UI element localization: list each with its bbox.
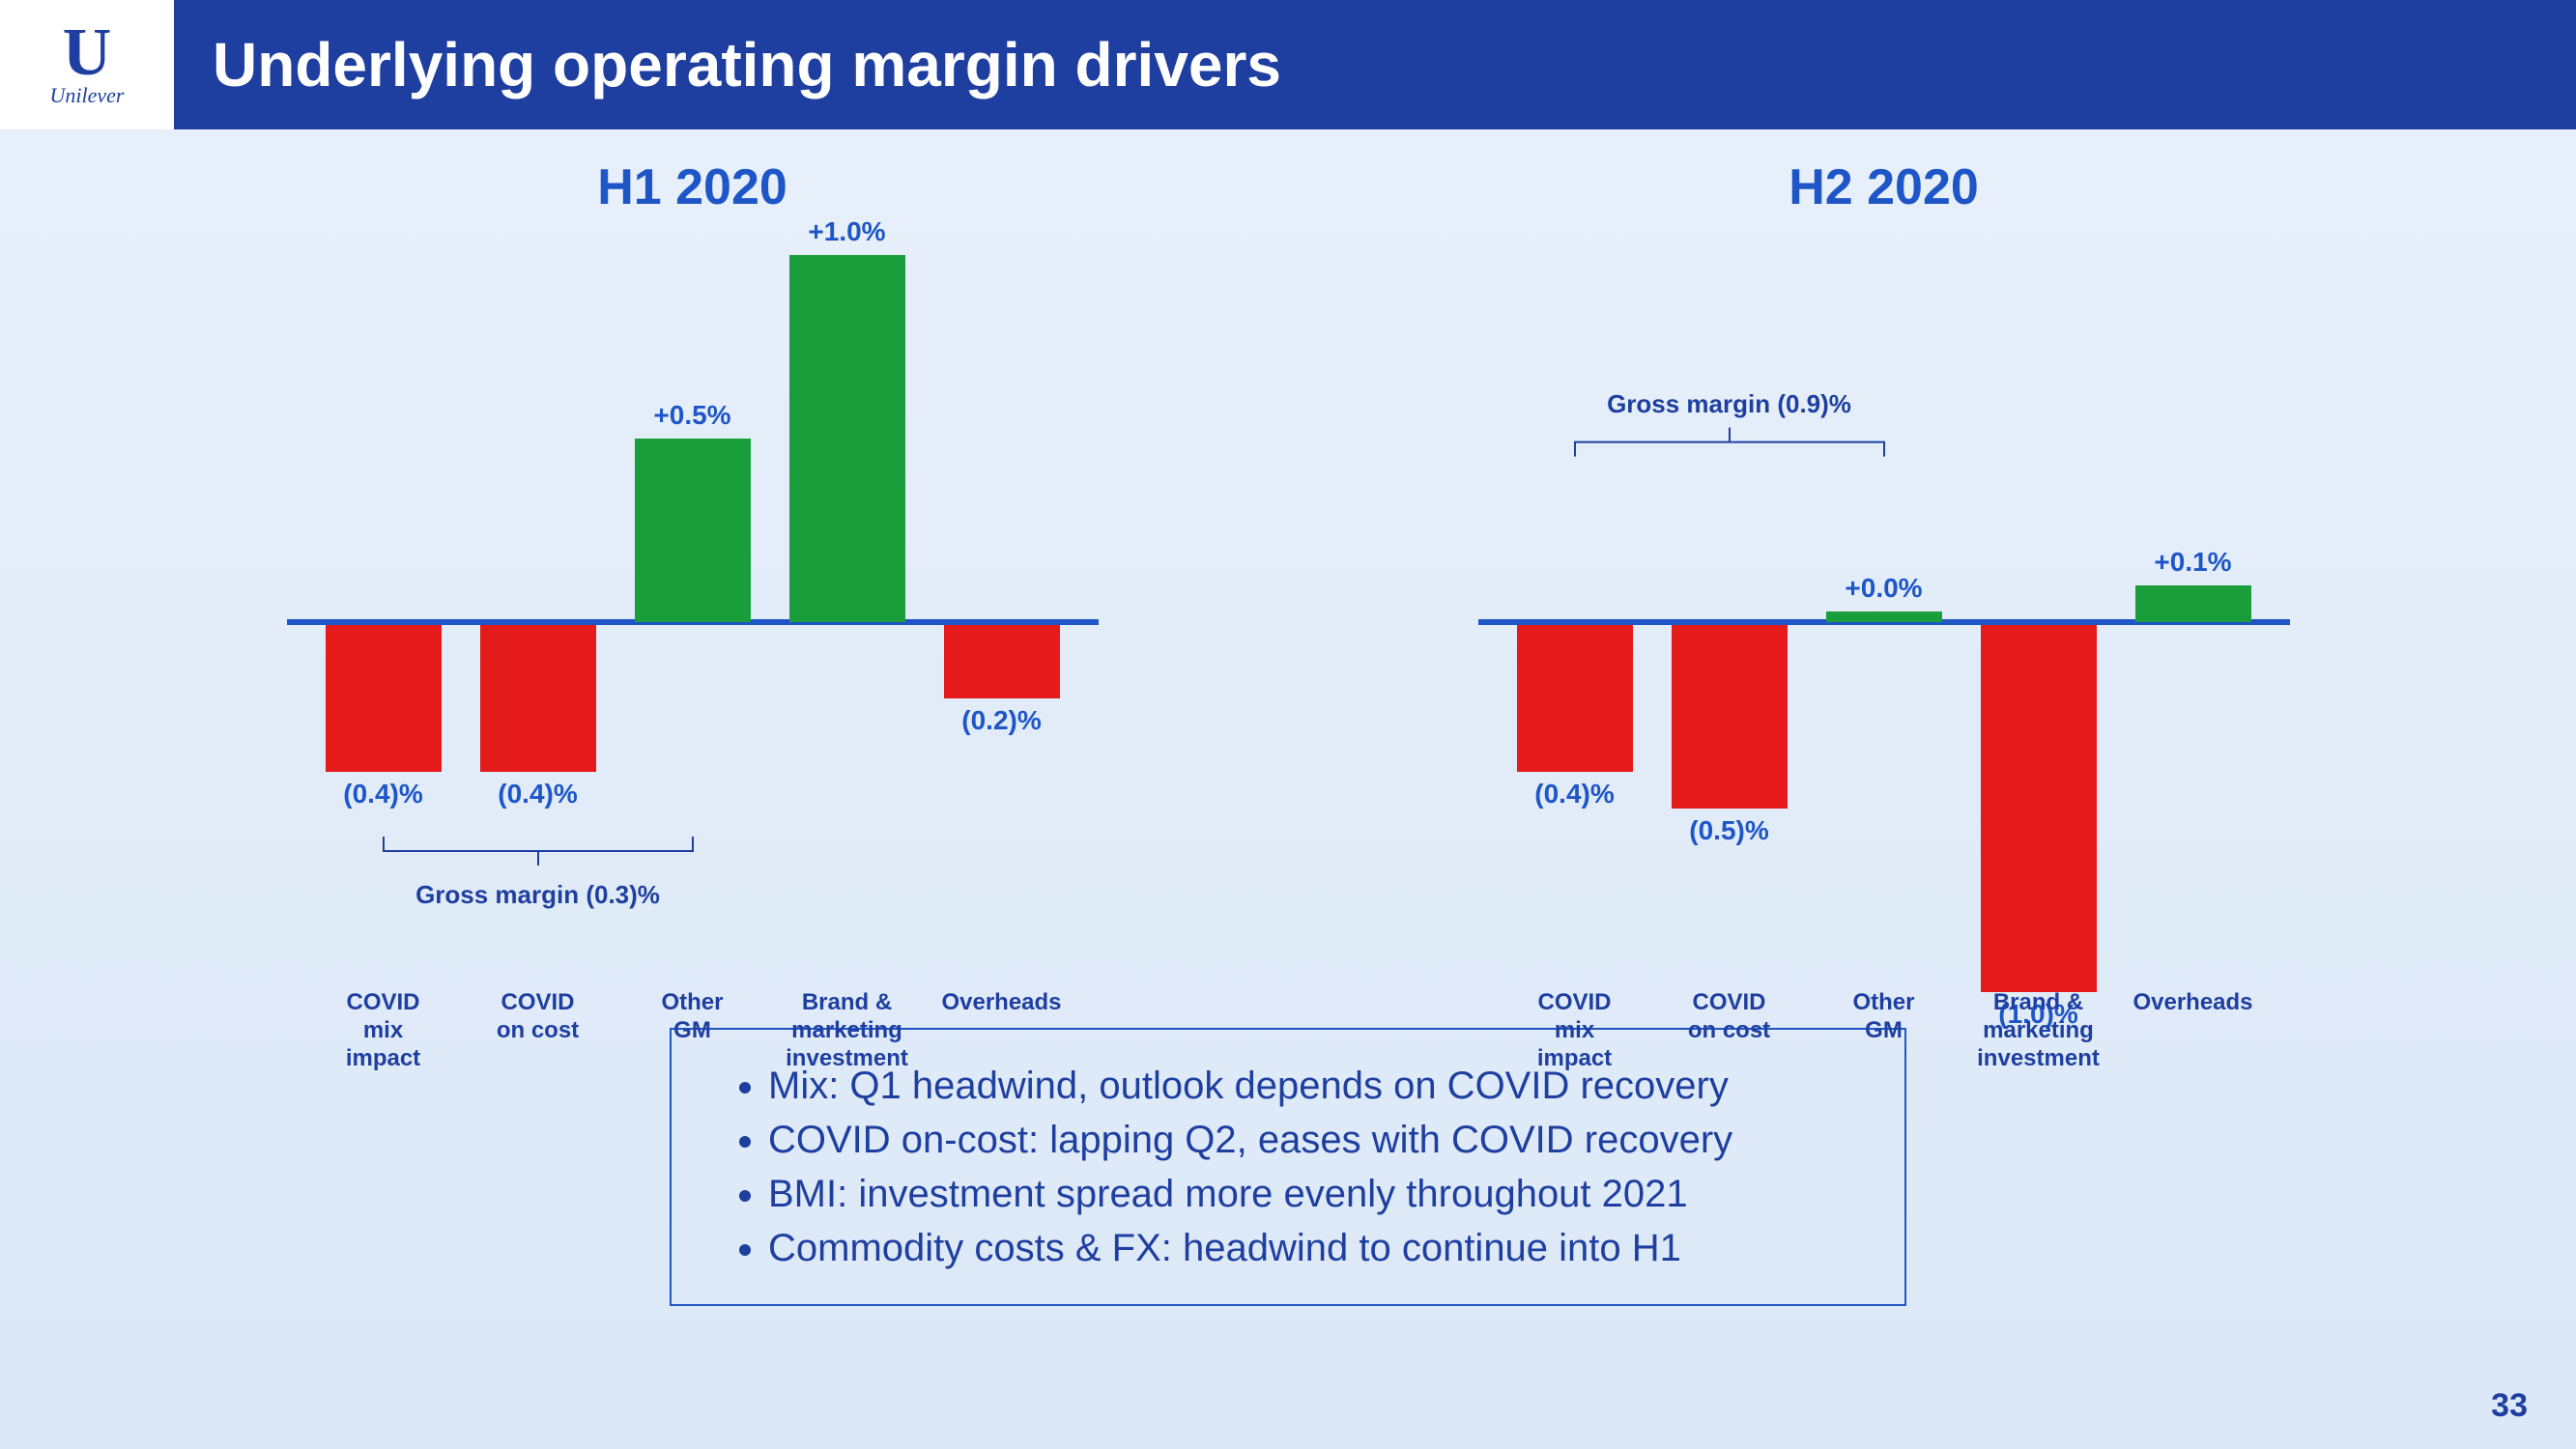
bar-category-label: COVIDmiximpact: [297, 989, 471, 1072]
bar-value-label: (0.2)%: [925, 705, 1079, 736]
bar-value-label: (0.4)%: [461, 779, 615, 810]
bullet-item: COVID on-cost: lapping Q2, eases with CO…: [768, 1113, 1856, 1167]
bar-value-label: (0.4)%: [306, 779, 461, 810]
bar-category-label: Brand &marketinginvestment: [1952, 989, 2126, 1072]
bar-category-label: OtherGM: [606, 989, 780, 1045]
bar-value-label: +0.5%: [615, 400, 770, 431]
bullet-item: BMI: investment spread more evenly throu…: [768, 1167, 1856, 1221]
bar-category-label: Overheads: [2106, 989, 2280, 1017]
chart-h2: Gross margin (0.9)%(0.4)%COVIDmiximpact(…: [1353, 236, 2416, 1009]
bar-value-label: (0.4)%: [1498, 779, 1652, 810]
chart-title-h1: H1 2020: [161, 158, 1224, 216]
chart-panel-h1: H1 2020 Gross margin (0.3)%(0.4)%COVIDmi…: [161, 158, 1224, 1009]
bar-value-label: +1.0%: [770, 216, 925, 247]
charts-area: H1 2020 Gross margin (0.3)%(0.4)%COVIDmi…: [0, 129, 2576, 1009]
bar: [1672, 625, 1788, 809]
logo-letter: U: [63, 22, 112, 83]
bar: [789, 255, 905, 622]
bar-value-label: +0.1%: [2116, 547, 2271, 578]
bar-category-label: Brand &marketinginvestment: [760, 989, 934, 1072]
bar: [1826, 611, 1942, 622]
bar-value-label: (0.5)%: [1652, 815, 1807, 846]
bar: [480, 625, 596, 772]
bullet-item: Commodity costs & FX: headwind to contin…: [768, 1221, 1856, 1275]
bar: [944, 625, 1060, 698]
bar-value-label: +0.0%: [1807, 573, 1961, 604]
gross-margin-label: Gross margin (0.3)%: [393, 880, 683, 910]
bar: [635, 439, 751, 622]
bar-category-label: Overheads: [915, 989, 1089, 1017]
chart-h1: Gross margin (0.3)%(0.4)%COVIDmiximpact(…: [161, 236, 1224, 1009]
bar: [1517, 625, 1633, 772]
bar: [326, 625, 442, 772]
brand-logo: U Unilever: [0, 0, 174, 129]
chart-panel-h2: H2 2020 Gross margin (0.9)%(0.4)%COVIDmi…: [1353, 158, 2416, 1009]
chart-title-h2: H2 2020: [1353, 158, 2416, 216]
bar-category-label: OtherGM: [1797, 989, 1971, 1045]
bar: [1981, 625, 2097, 992]
logo-brand-text: Unilever: [50, 83, 125, 108]
bar-category-label: COVIDmiximpact: [1488, 989, 1662, 1072]
bar-category-label: COVIDon cost: [451, 989, 625, 1045]
page-number: 33: [2491, 1387, 2528, 1425]
header-bar: U Unilever Underlying operating margin d…: [0, 0, 2576, 129]
gross-margin-label: Gross margin (0.9)%: [1585, 389, 1875, 419]
bar: [2135, 585, 2251, 622]
bar-category-label: COVIDon cost: [1643, 989, 1817, 1045]
bullets-list: Mix: Q1 headwind, outlook depends on COV…: [720, 1059, 1856, 1275]
page-title: Underlying operating margin drivers: [213, 29, 1281, 100]
